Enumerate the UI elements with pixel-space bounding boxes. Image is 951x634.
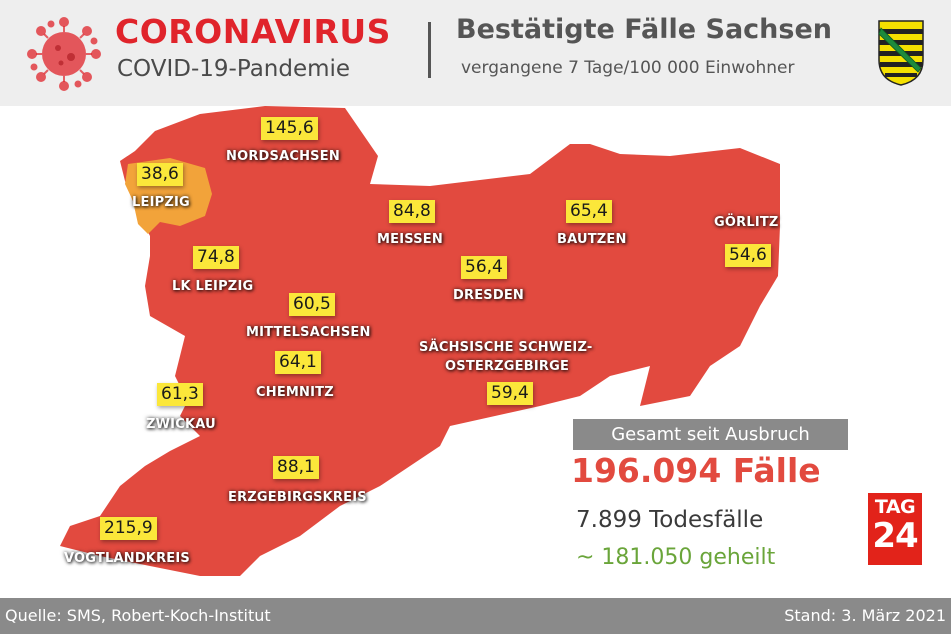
title: CORONAVIRUS (115, 12, 391, 51)
header-divider (428, 22, 431, 78)
logo-line1: TAG (874, 496, 916, 518)
label-bautzen: BAUTZEN (557, 232, 627, 247)
tag24-logo: TAG 24 (868, 493, 922, 565)
totals-heading: Gesamt seit Ausbruch (573, 419, 848, 450)
chart-subheading: vergangene 7 Tage/100 000 Einwohner (461, 58, 795, 78)
total-deaths: 7.899 Todesfälle (576, 507, 764, 533)
value-bautzen: 65,4 (566, 200, 612, 223)
saxony-coat-of-arms (878, 20, 924, 86)
label-leipzig: LEIPZIG (132, 195, 190, 210)
label-dresden: DRESDEN (453, 288, 524, 303)
label-erzgebirgskreis: ERZGEBIRGSKREIS (228, 490, 367, 505)
label-chemnitz: CHEMNITZ (256, 385, 334, 400)
date-text: Stand: 3. März 2021 (784, 606, 946, 625)
value-chemnitz: 64,1 (275, 351, 321, 374)
coronavirus-icon (27, 17, 101, 91)
label-nordsachsen: NORDSACHSEN (226, 149, 340, 164)
label-mittelsachsen: MITTELSACHSEN (246, 325, 371, 340)
value-saechsische-schweiz: 59,4 (487, 382, 533, 405)
total-recovered: ~ 181.050 geheilt (576, 545, 776, 570)
chart-heading: Bestätigte Fälle Sachsen (456, 14, 832, 45)
label-zwickau: ZWICKAU (146, 417, 216, 432)
header-bar: CORONAVIRUS COVID-19-Pandemie Bestätigte… (0, 0, 951, 106)
label-osterzgebirge: OSTERZGEBIRGE (445, 359, 570, 374)
value-zwickau: 61,3 (157, 383, 203, 406)
value-dresden: 56,4 (461, 256, 507, 279)
source-text: Quelle: SMS, Robert-Koch-Institut (5, 606, 271, 625)
value-vogtlandkreis: 215,9 (100, 517, 157, 540)
label-lk-leipzig: LK LEIPZIG (172, 279, 254, 294)
subtitle: COVID-19-Pandemie (117, 56, 351, 82)
value-lk-leipzig: 74,8 (193, 246, 239, 269)
label-meissen: MEISSEN (377, 232, 443, 247)
label-vogtlandkreis: VOGTLANDKREIS (64, 551, 190, 566)
value-meissen: 84,8 (389, 200, 435, 223)
logo-line2: 24 (872, 516, 918, 556)
value-leipzig: 38,6 (137, 163, 183, 186)
value-erzgebirgskreis: 88,1 (273, 456, 319, 479)
saxony-outline (60, 106, 780, 576)
footer-bar: Quelle: SMS, Robert-Koch-Institut Stand:… (0, 598, 951, 634)
label-saechsische-schweiz: SÄCHSISCHE SCHWEIZ- (419, 340, 593, 355)
label-goerlitz: GÖRLITZ (714, 215, 779, 230)
value-mittelsachsen: 60,5 (289, 293, 335, 316)
total-cases: 196.094 Fälle (571, 451, 821, 490)
value-goerlitz: 54,6 (725, 244, 771, 267)
value-nordsachsen: 145,6 (261, 117, 318, 140)
